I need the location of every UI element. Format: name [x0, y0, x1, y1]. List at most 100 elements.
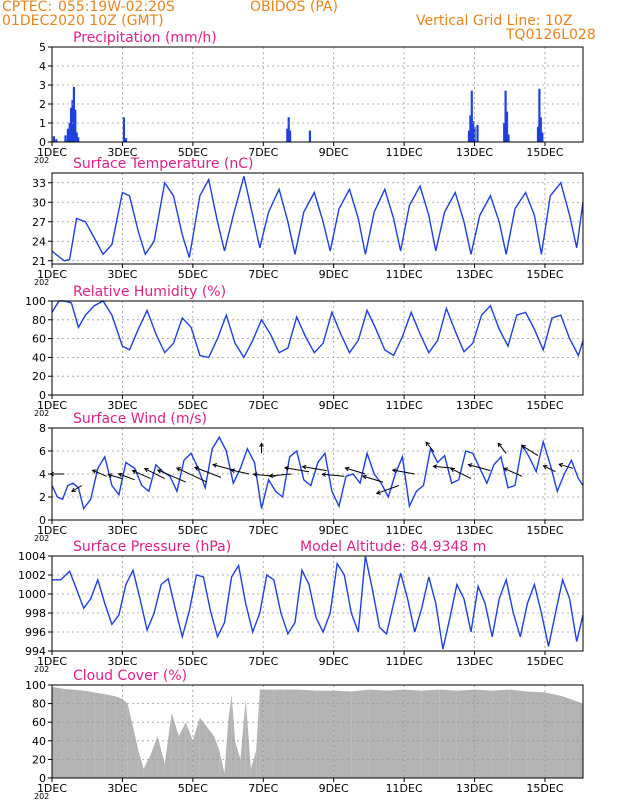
wind-year-cut: 202: [34, 534, 49, 543]
precip-bar: [504, 90, 507, 142]
rh-ytick-label: 60: [32, 333, 46, 346]
pressure-year-cut: 202: [34, 665, 49, 674]
wind-direction-arrow: [118, 473, 135, 481]
cloud-area-segment: [509, 689, 528, 778]
rh-ytick-label: 40: [32, 351, 46, 364]
precip-year-cut: 202: [34, 156, 49, 165]
precip-bar: [467, 130, 471, 142]
precip-bar: [536, 126, 540, 142]
pressure-ytick-label: 998: [25, 607, 46, 620]
rh-ytick-label: 80: [32, 314, 46, 327]
wind-arrow-head: [521, 445, 526, 450]
precip-bar: [75, 132, 78, 142]
precip-bar: [122, 117, 125, 142]
precip-xtick-label: 5DEC: [178, 146, 208, 159]
temp-xtick-label: 9DEC: [319, 268, 349, 281]
cloud-area-segment: [240, 699, 246, 778]
precip-bar: [507, 134, 510, 142]
cloud-area-segment: [421, 689, 440, 778]
precip-ytick-label: 2: [39, 98, 46, 111]
temp-xtick-label: 5DEC: [178, 268, 208, 281]
precip-bar: [52, 136, 55, 142]
cloud-area-segment: [439, 689, 457, 778]
pressure-xtick-label: 7DEC: [248, 655, 278, 668]
wind-arrow-head: [49, 471, 55, 477]
cloud-area-segment: [127, 703, 133, 778]
wind-series-line: [51, 435, 584, 511]
wind-arrow-head: [70, 487, 76, 493]
cloud-area-segment: [545, 692, 563, 778]
precip-bar: [539, 117, 542, 142]
wind-ytick-label: 6: [39, 445, 46, 458]
wind-arrow-head: [301, 464, 307, 470]
cloud-area-segment: [316, 690, 334, 778]
precip-bar: [289, 130, 292, 142]
precip-title: Precipitation (mm/h): [73, 30, 217, 46]
wind-direction-arrow: [450, 468, 472, 480]
temp-plot-frame: [51, 172, 584, 265]
rh-year-cut: 202: [34, 409, 49, 418]
cloud-area-segment: [62, 688, 74, 778]
wind-arrow-head: [542, 465, 548, 470]
wind-ytick-label: 8: [39, 422, 46, 435]
temp-ytick-label: 33: [32, 177, 46, 190]
temp-xtick-label: 15DEC: [526, 268, 563, 281]
cloud-ytick-label: 40: [32, 735, 46, 748]
wind-arrow-head: [558, 462, 564, 468]
cloud-area-segment: [115, 696, 123, 778]
wind-arrow-head: [467, 463, 473, 468]
cloud-area-segment: [224, 722, 229, 778]
wind-direction-arrow: [284, 467, 310, 473]
cloud-area-segment: [214, 736, 220, 778]
wind-ytick-label: 4: [39, 468, 46, 481]
cloud-area-segment: [263, 689, 274, 778]
wind-xtick-label: 11DEC: [386, 524, 423, 537]
cloud-area-segment: [185, 722, 193, 778]
wind-direction-arrow: [362, 475, 384, 483]
wind-arrow-head: [175, 467, 181, 472]
cloud-area-segment: [562, 696, 583, 778]
wind-direction-arrow: [92, 469, 107, 477]
cloud-xtick-label: 5DEC: [178, 782, 208, 795]
header-coords: 055:19W-02:20S: [58, 0, 175, 15]
cloud-area-segment: [150, 736, 158, 778]
temp-ytick-label: 30: [32, 196, 46, 209]
wind-xtick-label: 15DEC: [526, 524, 563, 537]
wind-arrow-head: [425, 441, 430, 447]
wind-direction-arrow: [269, 473, 292, 477]
precip-ytick-label: 1: [39, 117, 46, 130]
rh-xtick-label: 5DEC: [178, 399, 208, 412]
cloud-area-segment: [171, 712, 179, 778]
precip-bar: [541, 132, 544, 142]
wind-direction-arrow: [497, 442, 507, 454]
wind-direction-arrow: [392, 469, 415, 475]
pressure-ytick-label: 1002: [18, 569, 46, 582]
cloud-area-segment: [164, 712, 172, 778]
header-station: OBIDOS (PA): [250, 0, 338, 15]
wind-direction-arrow: [543, 465, 556, 473]
cloud-area-segment: [104, 694, 116, 778]
wind-direction-arrow: [433, 465, 454, 469]
precip-bar: [124, 138, 128, 142]
precip-bar: [71, 100, 74, 142]
precip-bar: [473, 126, 476, 142]
rh-xtick-label: 3DEC: [107, 399, 137, 412]
precip-ytick-label: 4: [39, 60, 46, 73]
wind-arrow-head: [321, 472, 327, 477]
precip-bar: [74, 109, 77, 142]
wind-direction-arrow: [144, 468, 165, 480]
cloud-ytick-label: 0: [39, 772, 46, 785]
cloud-area-segment: [122, 699, 128, 778]
cloud-area-segment: [492, 689, 510, 778]
header-model-code: TQ0126L028: [506, 27, 596, 43]
wind-direction-arrow: [231, 469, 250, 475]
wind-arrow-head: [91, 469, 97, 474]
cloud-ytick-label: 60: [32, 716, 46, 729]
cloud-area-segment: [231, 694, 236, 778]
cloud-area-segment: [199, 717, 207, 778]
wind-arrow-head: [391, 468, 397, 473]
cloud-area-segment: [250, 750, 257, 778]
wind-arrow-head: [156, 469, 162, 474]
temp-title: Surface Temperature (nC): [73, 156, 254, 172]
